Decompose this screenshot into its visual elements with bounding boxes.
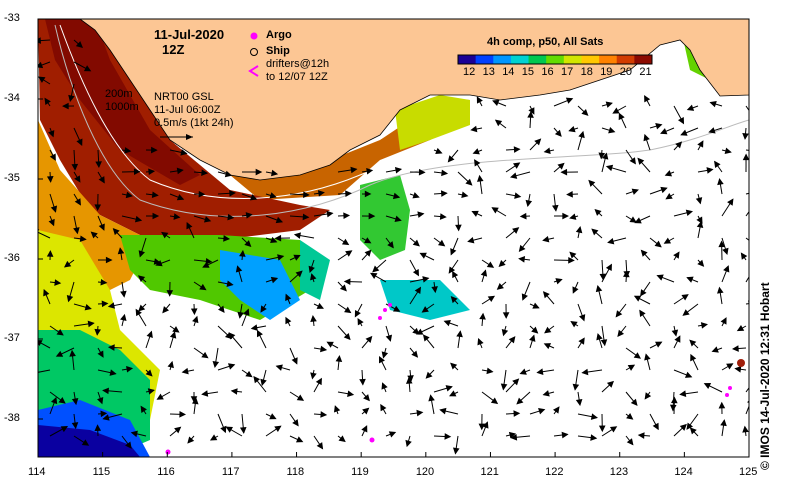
- product-name: NRT00 GSL: [154, 91, 214, 103]
- current-vectors: [38, 37, 749, 455]
- colorbar-label: 18: [580, 66, 593, 78]
- colorbar-swatch: [599, 55, 618, 64]
- y-tick-label: -34: [4, 92, 20, 104]
- x-tick-label: 118: [286, 466, 305, 478]
- legend-ship: Ship: [266, 45, 290, 57]
- contour-1000m: 1000m: [105, 101, 139, 113]
- colorbar-swatch: [475, 55, 494, 64]
- colorbar-swatch: [546, 55, 565, 64]
- colorbar-swatch: [528, 55, 547, 64]
- colorbar-label: 21: [639, 66, 652, 78]
- x-axis: [37, 452, 750, 457]
- map-date: 11-Jul-2020: [154, 27, 225, 42]
- x-tick-label: 121: [480, 466, 499, 478]
- colorbar-label: 13: [482, 66, 495, 78]
- y-axis: [38, 18, 43, 420]
- x-tick-label: 116: [157, 466, 175, 478]
- legend-argo: Argo: [266, 29, 292, 41]
- drifter-legend-icon: [248, 65, 259, 77]
- colorbar-label: 16: [541, 66, 554, 78]
- colorbar-swatch: [563, 55, 582, 64]
- plot-frame: [37, 18, 750, 458]
- x-tick-label: 122: [545, 466, 564, 478]
- x-tick-label: 114: [28, 466, 46, 478]
- product-time: 11-Jul 06:00Z: [154, 104, 221, 116]
- y-tick-label: -36: [4, 252, 20, 264]
- colorbar-label: 20: [619, 66, 633, 78]
- x-tick-label: 119: [351, 466, 369, 478]
- colorbar-swatch: [581, 55, 600, 64]
- colorbar-swatch: [634, 55, 653, 64]
- x-tick-label: 117: [221, 466, 240, 478]
- y-tick-label: -35: [4, 172, 20, 184]
- argo-legend-icon: [250, 32, 258, 40]
- x-tick-label: 115: [92, 466, 111, 478]
- colorbar-swatch: [616, 55, 635, 64]
- colorbar-swatch: [458, 55, 477, 64]
- y-tick-label: -37: [4, 332, 20, 344]
- x-tick-label: 123: [609, 466, 629, 478]
- colorbar-label: 15: [521, 66, 535, 78]
- y-tick-label: -33: [4, 12, 20, 24]
- colorbar-swatch: [493, 55, 512, 64]
- x-tick-label: 120: [415, 466, 435, 478]
- credit: © IMOS 14-Jul-2020 12:31 Hobart: [758, 282, 772, 470]
- map-hour: 12Z: [162, 42, 185, 57]
- legend-drifters-1: drifters@12h: [266, 58, 330, 70]
- x-tick-label: 124: [674, 466, 693, 478]
- colorbar-swatch: [510, 55, 530, 64]
- colorbar-label: 19: [600, 66, 613, 78]
- contour-200m: 200m: [105, 88, 133, 100]
- colorbar-title: 4h comp, p50, All Sats: [487, 36, 604, 48]
- y-tick-label: -38: [4, 412, 20, 424]
- sst-colorbar: [457, 54, 653, 65]
- ship-legend-icon: [250, 48, 258, 56]
- colorbar-label: 12: [463, 66, 476, 78]
- colorbar-label: 17: [561, 66, 574, 78]
- colorbar-label: 14: [502, 66, 515, 78]
- vector-scale: 0.5m/s (1kt 24h): [154, 117, 234, 129]
- ship-marker: [737, 359, 745, 367]
- x-tick-label: 125: [739, 466, 758, 478]
- legend-drifters-2: to 12/07 12Z: [266, 71, 328, 83]
- argo-floats: [165, 303, 732, 455]
